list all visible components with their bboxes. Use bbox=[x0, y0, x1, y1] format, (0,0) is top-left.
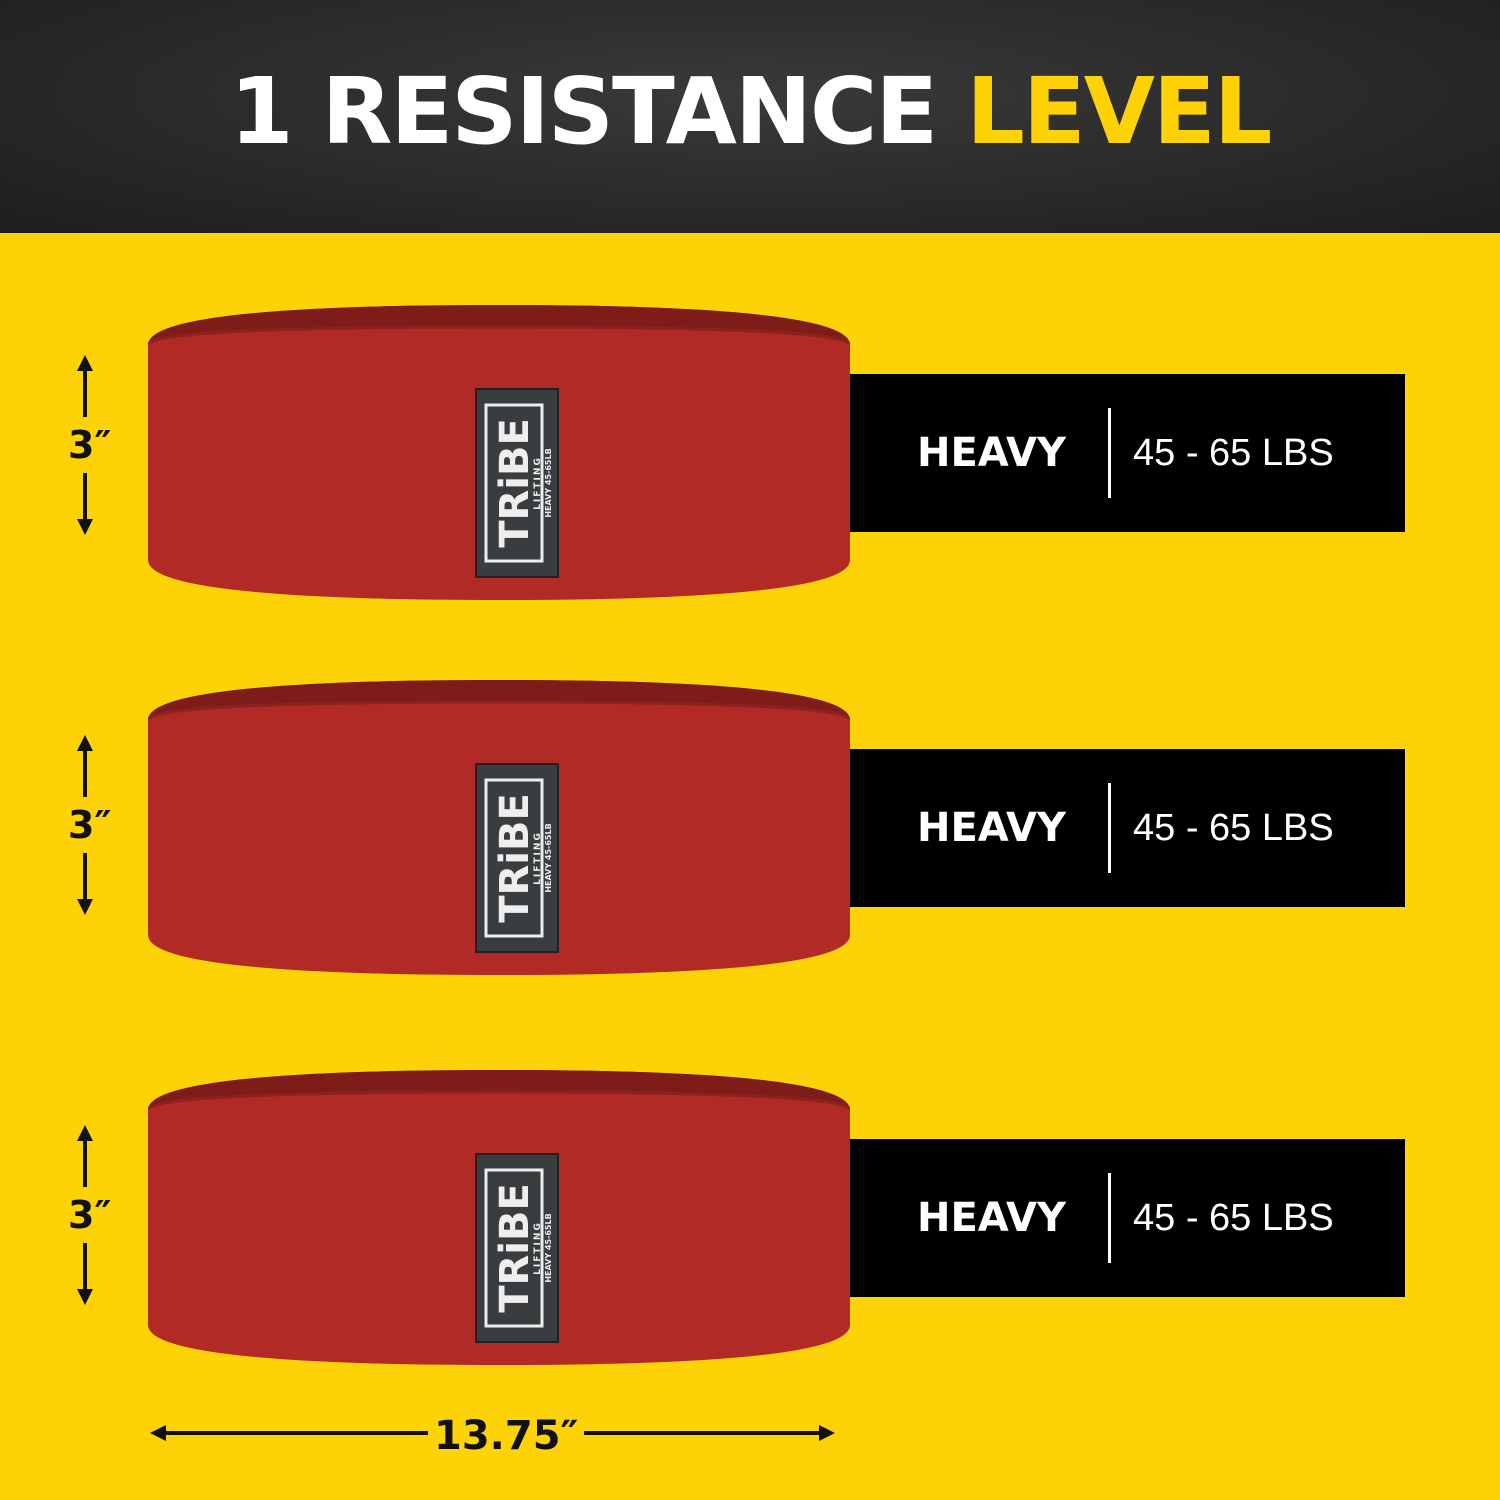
resistance-level: HEAVY bbox=[917, 1195, 1066, 1241]
brand-logo-text: TRiBE bbox=[492, 1183, 538, 1313]
divider bbox=[1108, 408, 1111, 498]
double-arrow-vertical-icon bbox=[77, 1125, 93, 1305]
double-arrow-vertical-icon bbox=[77, 355, 93, 535]
tag-level-text: HEAVY 45-65LB bbox=[544, 823, 553, 892]
height-label: 3″ bbox=[68, 803, 112, 847]
divider bbox=[1108, 1173, 1111, 1263]
resistance-info-box: HEAVY 45 - 65 LBS bbox=[845, 1139, 1405, 1297]
resistance-band-image: TRiBE LIFTING HEAVY 45-65LB bbox=[148, 305, 850, 600]
page-title: 1 RESISTANCE LEVEL bbox=[0, 62, 1500, 162]
brand-logo-text: TRiBE bbox=[492, 418, 538, 548]
width-dimension: 13.75″ bbox=[150, 1405, 835, 1465]
double-arrow-vertical-icon bbox=[77, 735, 93, 915]
brand-tag bbox=[475, 388, 559, 578]
brand-sub-text: LIFTING bbox=[533, 1221, 543, 1275]
width-label: 13.75″ bbox=[428, 1413, 585, 1459]
resistance-range: 45 - 65 LBS bbox=[1133, 432, 1334, 474]
band-row: 3″ HEAVY 45 - 65 LBS TRiBE LIFTING HEAVY… bbox=[0, 1070, 1500, 1370]
resistance-info-box: HEAVY 45 - 65 LBS bbox=[845, 749, 1405, 907]
band-row: 3″ HEAVY 45 - 65 LBS TRiBE LIFTING HEAVY… bbox=[0, 680, 1500, 980]
tag-level-text: HEAVY 45-65LB bbox=[544, 448, 553, 517]
header-banner: 1 RESISTANCE LEVEL bbox=[0, 0, 1500, 233]
height-dimension: 3″ bbox=[60, 735, 112, 915]
resistance-band-image: TRiBE LIFTING HEAVY 45-65LB bbox=[148, 1070, 850, 1365]
brand-sub-text: LIFTING bbox=[533, 831, 543, 885]
divider bbox=[1108, 783, 1111, 873]
height-dimension: 3″ bbox=[60, 1125, 112, 1305]
resistance-level: HEAVY bbox=[917, 430, 1066, 476]
resistance-range: 45 - 65 LBS bbox=[1133, 1197, 1334, 1239]
height-label: 3″ bbox=[68, 1193, 112, 1237]
brand-tag bbox=[475, 1153, 559, 1343]
brand-logo-text: TRiBE bbox=[492, 793, 538, 923]
height-dimension: 3″ bbox=[60, 355, 112, 535]
tag-level-text: HEAVY 45-65LB bbox=[544, 1213, 553, 1282]
brand-tag bbox=[475, 763, 559, 953]
resistance-band-image: TRiBE LIFTING HEAVY 45-65LB bbox=[148, 680, 850, 975]
resistance-level: HEAVY bbox=[917, 805, 1066, 851]
title-highlight: LEVEL bbox=[966, 58, 1272, 165]
height-label: 3″ bbox=[68, 423, 112, 467]
resistance-info-box: HEAVY 45 - 65 LBS bbox=[845, 374, 1405, 532]
brand-sub-text: LIFTING bbox=[533, 456, 543, 510]
band-row: 3″ HEAVY 45 - 65 LBS TRiBE LIFTING HEAVY… bbox=[0, 305, 1500, 605]
resistance-range: 45 - 65 LBS bbox=[1133, 807, 1334, 849]
title-main: 1 RESISTANCE bbox=[229, 58, 939, 165]
